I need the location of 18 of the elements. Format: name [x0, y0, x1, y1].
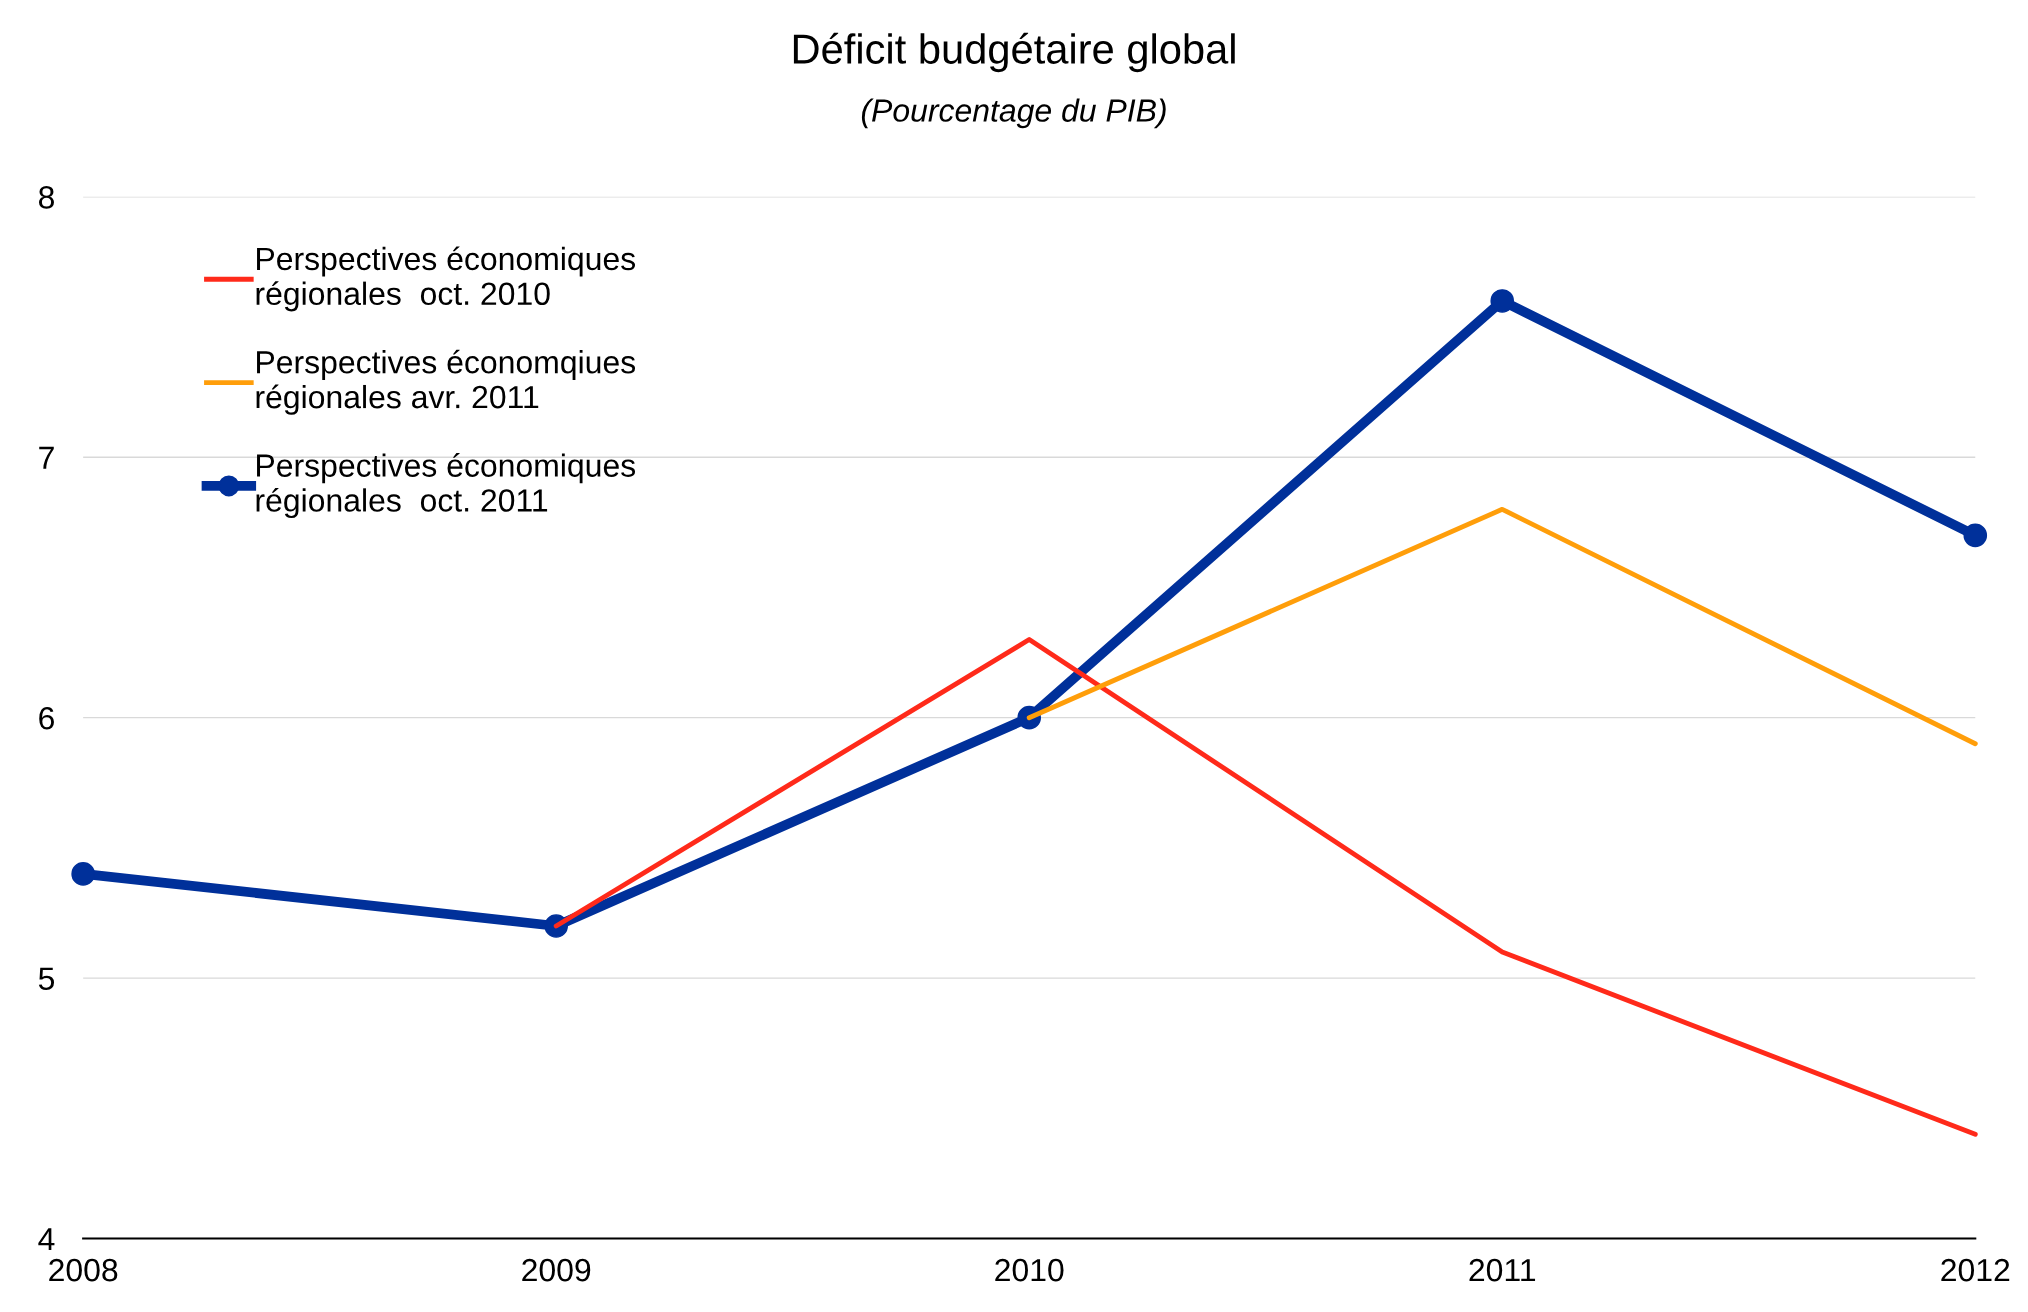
x-tick-label: 2008 — [49, 1258, 118, 1282]
point — [1963, 523, 1988, 548]
y-tick-label: 8 — [38, 186, 54, 209]
x-tick-label: 2011 — [1469, 1258, 1536, 1282]
legend-label: Perspectives économiques régionales oct. 2010 — [256, 246, 636, 312]
y-tick-label: 6 — [39, 706, 54, 730]
x-tick-label: 2010 — [995, 1258, 1064, 1282]
y-tick-label: 5 — [38, 967, 55, 990]
x-tick-label: 2012 — [1941, 1258, 2010, 1282]
legend-label: Perspectives économqiues régionales avr. 2011 — [256, 349, 636, 415]
point — [1490, 289, 1515, 313]
y-tick-label: 4 — [38, 1228, 55, 1251]
x-tick-label: 2009 — [522, 1258, 591, 1282]
legend-label: Perspectives économiques régionales oct. 2011 — [256, 453, 636, 519]
point — [71, 862, 95, 886]
chart-subtitle: (Pourcentage du PIB) — [861, 98, 1166, 129]
y-tick-label: 7 — [39, 446, 54, 469]
chart-title: Déficit budgétaire global — [793, 32, 1235, 73]
